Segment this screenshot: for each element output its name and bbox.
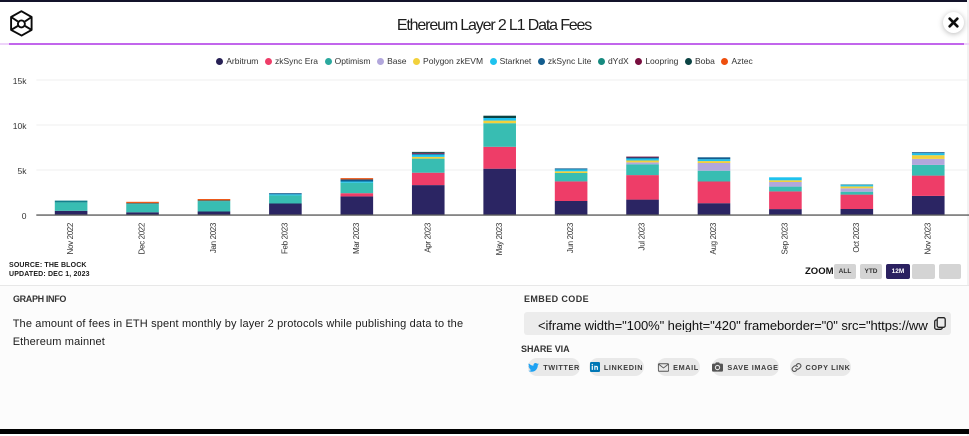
- svg-text:Oct 2023: Oct 2023: [852, 222, 861, 253]
- svg-text:Nov 2022: Nov 2022: [66, 222, 75, 254]
- svg-text:10k: 10k: [13, 121, 27, 131]
- svg-text:5k: 5k: [18, 166, 28, 176]
- svg-text:Aug 2023: Aug 2023: [709, 222, 718, 254]
- svg-text:Apr 2023: Apr 2023: [423, 222, 432, 253]
- svg-text:0: 0: [22, 211, 27, 221]
- svg-text:May 2023: May 2023: [495, 222, 504, 255]
- svg-text:Nov 2023: Nov 2023: [923, 222, 932, 254]
- svg-text:Jun 2023: Jun 2023: [566, 222, 575, 253]
- svg-text:Mar 2023: Mar 2023: [352, 222, 361, 254]
- svg-text:Jul 2023: Jul 2023: [638, 222, 647, 250]
- svg-text:Dec 2022: Dec 2022: [138, 222, 147, 254]
- svg-text:Feb 2023: Feb 2023: [281, 222, 290, 254]
- svg-text:Jan 2023: Jan 2023: [209, 222, 218, 253]
- svg-text:15k: 15k: [13, 76, 27, 86]
- svg-text:Sep 2023: Sep 2023: [781, 222, 790, 254]
